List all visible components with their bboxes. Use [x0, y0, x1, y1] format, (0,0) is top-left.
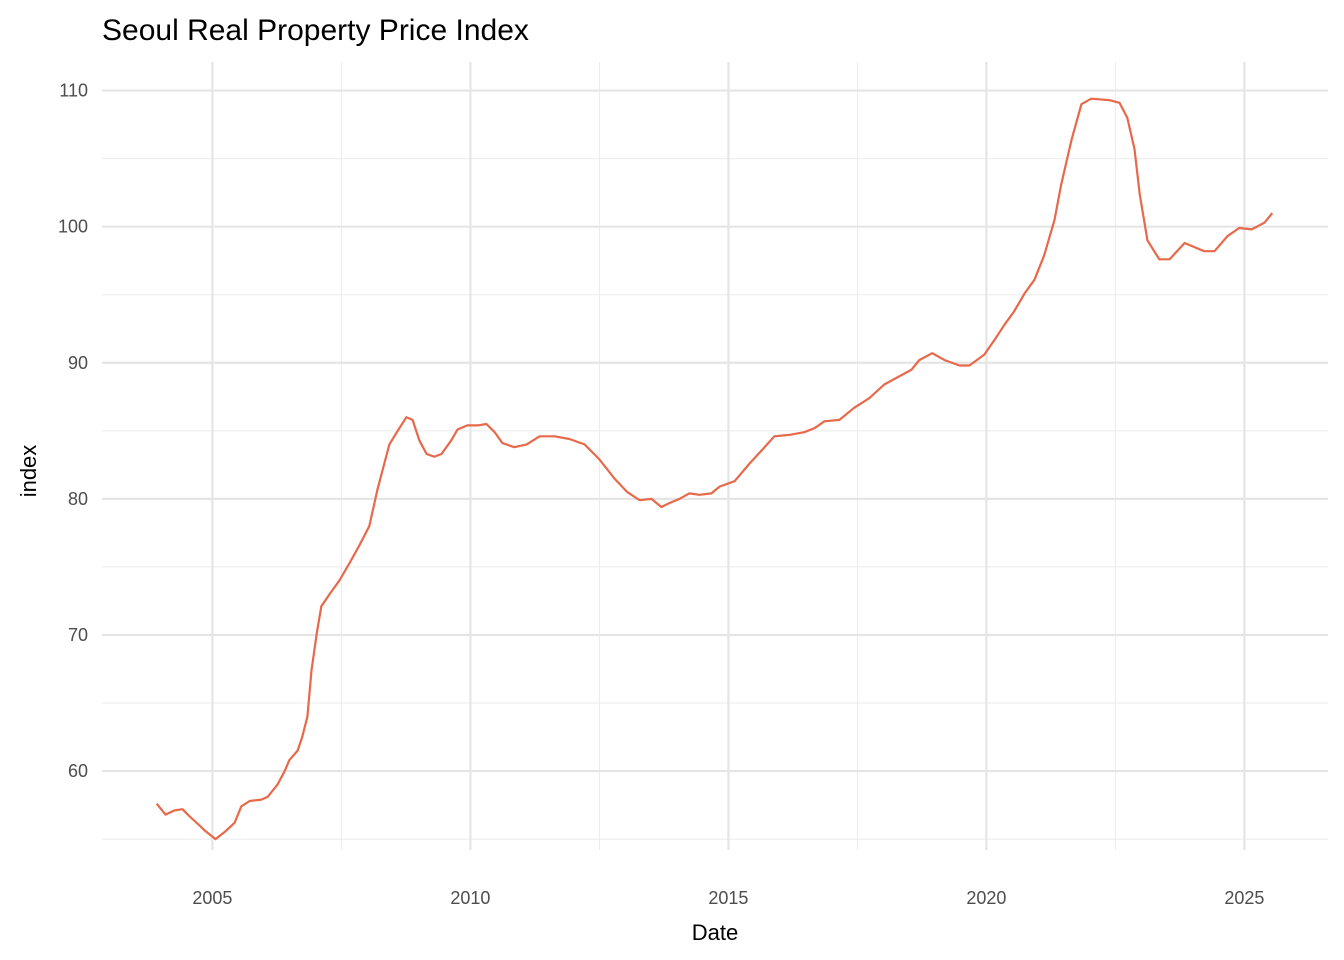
- y-tick-label: 60: [68, 761, 88, 781]
- series-line-index: [155, 97, 1274, 841]
- minor-gridlines: [102, 62, 1328, 850]
- y-tick-label: 110: [59, 81, 88, 101]
- y-tick-label: 80: [68, 489, 88, 509]
- y-axis-ticks: 60 70 80 90 100 110: [58, 81, 88, 781]
- x-axis-ticks: 2005 2010 2015 2020 2025: [192, 888, 1264, 908]
- y-axis-title: index: [16, 445, 41, 498]
- x-tick-label: 2020: [966, 888, 1006, 908]
- x-tick-label: 2025: [1224, 888, 1264, 908]
- x-tick-label: 2015: [708, 888, 748, 908]
- x-tick-label: 2005: [192, 888, 232, 908]
- y-tick-label: 70: [68, 625, 88, 645]
- chart-title: Seoul Real Property Price Index: [102, 14, 529, 47]
- x-axis-title: Date: [692, 920, 738, 945]
- x-tick-label: 2010: [450, 888, 490, 908]
- y-tick-label: 90: [68, 353, 88, 373]
- series-layer: [155, 97, 1274, 841]
- major-gridlines: [102, 62, 1328, 850]
- y-tick-label: 100: [58, 217, 88, 237]
